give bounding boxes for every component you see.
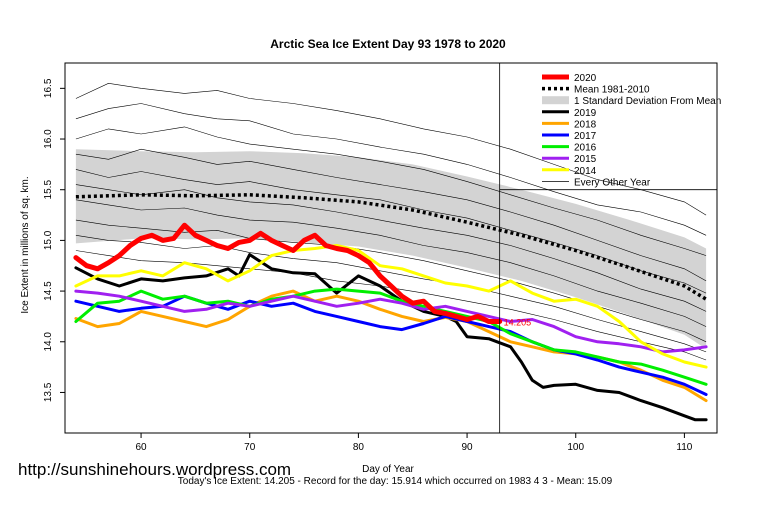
legend-label: 1 Standard Deviation From Mean (574, 96, 721, 107)
legend-label: Mean 1981-2010 (574, 85, 650, 96)
legend-label: 2019 (574, 108, 597, 119)
chart-title: Arctic Sea Ice Extent Day 93 1978 to 202… (270, 37, 506, 51)
x-tick-label: 90 (462, 442, 474, 453)
x-tick-label: 60 (136, 442, 148, 453)
footer-summary: Today's Ice Extent: 14.205 - Record for … (178, 476, 613, 487)
series-line-background-4 (75, 169, 707, 294)
legend-label: 2020 (574, 73, 597, 84)
legend-label: 2016 (574, 143, 597, 154)
y-tick-label: 13.5 (43, 382, 54, 402)
legend-label: 2015 (574, 154, 597, 165)
y-tick-label: 15.5 (43, 180, 54, 200)
legend-label: 2014 (574, 166, 597, 177)
x-tick-label: 70 (244, 442, 256, 453)
series-line-background-3 (75, 148, 707, 282)
x-tick-label: 80 (353, 442, 365, 453)
series-line-background-1 (75, 103, 707, 236)
series-line-2015 (74, 289, 708, 354)
y-tick-label: 16.5 (43, 78, 54, 98)
series-line-2016 (74, 287, 708, 386)
series-line-2017 (74, 294, 708, 396)
axes: 14.205 60 70 80 90 100 110 13.5 14.0 14.5 15.0 15.5… (43, 62, 718, 453)
series-line-2020 (73, 222, 503, 324)
series-line-background-7 (75, 219, 707, 343)
legend-label: 2017 (574, 131, 597, 142)
plot-frame (64, 62, 718, 434)
series-line-background-6 (75, 199, 707, 327)
series-line-background-5 (75, 184, 707, 312)
legend-swatch-band (542, 96, 569, 105)
series-line-background-8 (75, 235, 707, 353)
plot-area (73, 63, 717, 433)
std-dev-band (75, 149, 707, 349)
series-line-background-2 (75, 126, 707, 256)
y-tick-label: 14.0 (43, 332, 54, 352)
y-tick-label: 16.0 (43, 129, 54, 149)
x-axis-label: Day of Year (362, 464, 414, 475)
watermark: http://sunshinehours.wordpress.com (18, 460, 291, 479)
x-tick-label: 110 (676, 442, 692, 453)
x-tick-label: 100 (567, 442, 584, 453)
legend-label: Every Other Year (574, 177, 651, 188)
current-value-label: 14.205 (504, 317, 532, 327)
series-line-2014 (74, 244, 708, 369)
legend-label: 2018 (574, 119, 597, 130)
series-line-mean (75, 193, 708, 301)
y-tick-label: 15.0 (43, 230, 54, 250)
series-line-background-0 (75, 82, 707, 216)
y-tick-label: 14.5 (43, 281, 54, 301)
y-axis-label: Ice Extent in millions of sq. km. (20, 176, 31, 313)
